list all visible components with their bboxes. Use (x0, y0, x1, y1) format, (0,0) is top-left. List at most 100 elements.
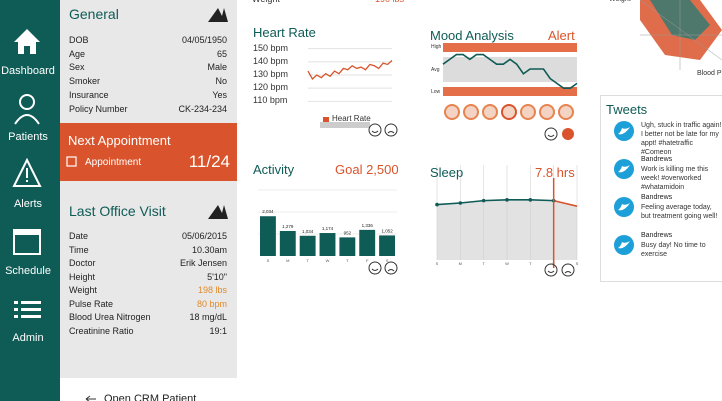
level-label: Avg (431, 67, 440, 73)
twitter-bird (618, 203, 630, 211)
tweet-user: Bandrews (641, 194, 673, 201)
face-icon (547, 270, 555, 273)
x-tick-label: S (576, 261, 579, 266)
field-value: 80 bpm (196, 298, 227, 309)
field-value: 10.30am (191, 244, 227, 255)
bar (339, 237, 356, 256)
tweet-text: Feeling average today, but treatment goi… (641, 204, 718, 220)
face-icon (561, 263, 575, 277)
value-label: 952 (344, 230, 352, 235)
field-label: Date (69, 231, 89, 241)
field-value: Erik Jensen (179, 258, 227, 268)
bar (279, 230, 296, 256)
x-tick-label: M (459, 261, 462, 266)
field-value: Yes (212, 89, 227, 100)
field-label: Insurance (69, 89, 109, 100)
appointment-label[interactable]: Appointment (85, 157, 142, 168)
field-value: 198 lbs (197, 285, 227, 295)
twitter-bird (618, 241, 630, 249)
mood-face (463, 104, 479, 120)
panel-title: Tweets (606, 102, 648, 117)
x-tick-label: F (366, 258, 369, 263)
sidebar (0, 0, 60, 401)
y-tick-label: 120 bpm (253, 82, 289, 93)
value-label: 1,174 (322, 226, 334, 231)
face-icon (371, 130, 379, 133)
x-tick-label: S (436, 261, 439, 266)
back-arrow[interactable] (85, 395, 96, 401)
radar-label: Blood P (697, 70, 722, 77)
field-value: 19:1 (209, 325, 227, 336)
bar (379, 235, 396, 256)
patient-panel (60, 0, 237, 378)
field-value: 18 mg/dL (189, 312, 227, 322)
x-tick-label: T (346, 258, 349, 263)
mood-face (520, 104, 536, 120)
line-series (442, 53, 578, 89)
tweet-text: Busy day! No time to exercise (641, 242, 706, 258)
field-label: Weight (69, 285, 97, 295)
field-label: Creatinine Ratio (69, 325, 134, 336)
value-label: 1,279 (282, 224, 294, 229)
chart-title: Heart Rate (253, 25, 316, 40)
bar (319, 233, 336, 256)
face-icon (544, 263, 558, 277)
appointment-card[interactable] (60, 123, 237, 181)
twitter-bird (618, 127, 630, 135)
face-icon (368, 261, 382, 275)
bar (299, 235, 316, 256)
section-title: General (69, 6, 119, 22)
field-label: DOB (69, 35, 89, 45)
weight-value: 190 lbs (375, 0, 404, 4)
band-mid (443, 57, 577, 82)
nav-item[interactable]: Dashboard (1, 65, 55, 77)
x-tick-label: S (267, 258, 270, 263)
line-series (307, 60, 393, 80)
y-tick-label: 110 bpm (253, 95, 288, 106)
y-tick-label: 150 bpm (253, 42, 289, 53)
point (481, 198, 486, 203)
field-value: 05/06/2015 (181, 231, 227, 241)
field-label: Pulse Rate (69, 298, 114, 309)
nav-item[interactable]: Alerts (13, 198, 43, 210)
mood-face (501, 104, 517, 120)
face-icon (384, 261, 398, 275)
field-label: Time (69, 244, 89, 255)
chart-title: Mood Analysis (430, 28, 514, 43)
nav-icons (12, 29, 42, 318)
point (458, 201, 463, 205)
nav-item[interactable]: Patients (8, 131, 48, 143)
nav-item[interactable]: Schedule (5, 265, 51, 277)
point (528, 198, 533, 202)
point (505, 198, 509, 202)
logo (208, 8, 228, 22)
x-tick-label: W (326, 258, 330, 263)
bar (259, 216, 276, 256)
face-icon (384, 123, 398, 137)
open-crm-link[interactable]: Open CRM Patient (104, 393, 197, 401)
band-low (443, 87, 577, 96)
radar (639, 0, 722, 70)
weight-label: Weight (252, 0, 280, 4)
x-tick-label: T (529, 261, 532, 266)
face-icon (544, 127, 558, 141)
field-value: 65 (216, 48, 227, 59)
appointment-date[interactable]: 11/24 (188, 152, 230, 171)
alert-dot (562, 128, 574, 140)
value-label: 1,336 (362, 223, 374, 228)
y-tick-label: 130 bpm (253, 69, 289, 79)
nav-item[interactable]: Admin (12, 332, 44, 344)
appointment-title[interactable]: Next Appointment (68, 133, 171, 148)
point (435, 202, 439, 207)
face-icon (547, 134, 555, 137)
tweet-text: Ugh, stuck in traffic again! I better no… (641, 122, 722, 156)
value-label: 1,052 (381, 228, 393, 233)
value-label: 2,034 (262, 209, 274, 214)
x-tick-label: T (306, 258, 309, 263)
mood-face (444, 104, 460, 120)
tweet-user: Bandrews (641, 232, 673, 239)
alert-label: Alert (548, 28, 575, 43)
face-icon (387, 131, 395, 134)
line-series-alert (553, 199, 578, 207)
level-label: Low (431, 89, 441, 95)
